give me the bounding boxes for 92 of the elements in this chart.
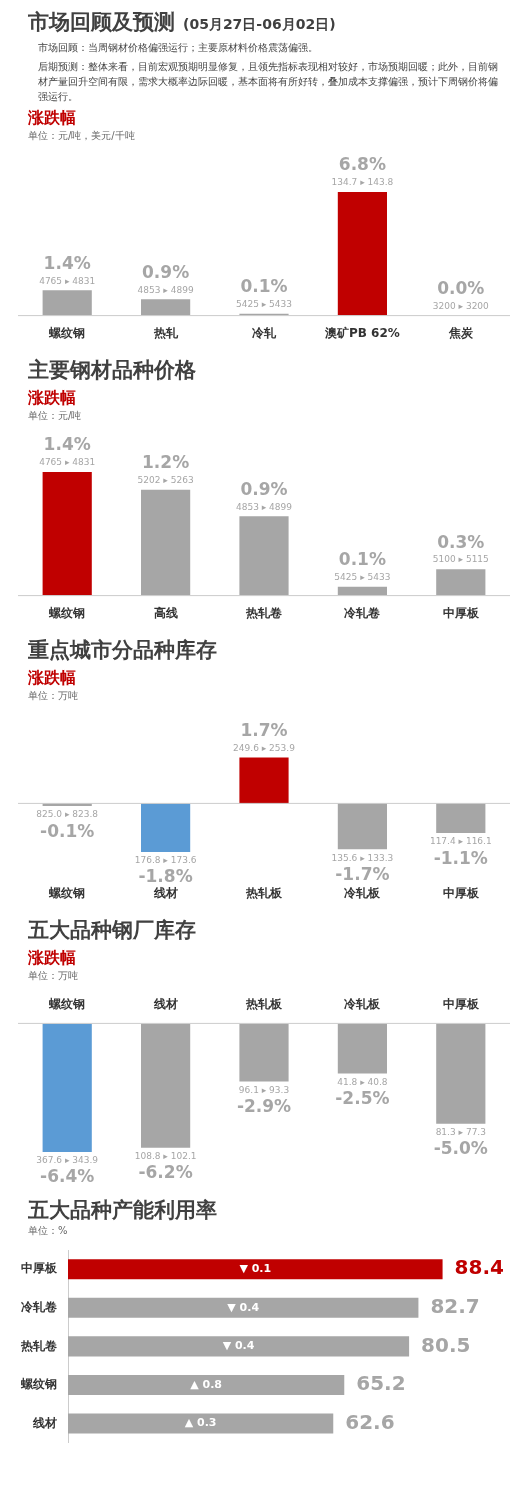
data-label: 0.1% bbox=[338, 549, 386, 570]
x-tick-label: 澳矿PB 62% bbox=[323, 325, 400, 340]
text: 单位：元/吨，美元/千吨 bbox=[28, 129, 136, 143]
annotation: ▼ 0.4 bbox=[227, 1300, 260, 1314]
x-tick-label: 高线 bbox=[153, 605, 178, 620]
annotation: 5425 ▸ 5433 bbox=[235, 299, 293, 310]
data-label: -1.1% bbox=[433, 847, 488, 868]
y-tick-label: 中厚板 bbox=[21, 1261, 58, 1276]
x-tick-label: 热轧卷 bbox=[245, 605, 282, 620]
data-label: -1.8% bbox=[138, 866, 193, 887]
x-tick-label: 线材 bbox=[152, 997, 178, 1012]
x-tick-label: 热轧板 bbox=[245, 997, 283, 1012]
data-label: 6.8% bbox=[338, 154, 386, 175]
text: 单位：元/吨 bbox=[28, 409, 83, 423]
chart-subtitle: (05月27日-06月02日) bbox=[183, 16, 336, 32]
data-label: -0.1% bbox=[40, 820, 95, 841]
text: 单位：% bbox=[28, 1224, 69, 1238]
annotation: 5425 ▸ 5433 bbox=[334, 572, 391, 583]
data-label: 80.5 bbox=[421, 1332, 471, 1357]
annotation: ▲ 0.3 bbox=[184, 1416, 217, 1430]
data-label: 65.2 bbox=[356, 1371, 406, 1396]
data-label: -5.0% bbox=[433, 1138, 488, 1159]
x-tick-label: 线材 bbox=[152, 885, 178, 900]
data-label: 1.4% bbox=[43, 252, 91, 273]
annotation: ▲ 0.8 bbox=[190, 1377, 223, 1391]
x-tick-label: 螺纹钢 bbox=[48, 325, 86, 340]
data-label: -2.9% bbox=[236, 1096, 292, 1117]
x-tick-label: 中厚板 bbox=[442, 605, 480, 620]
data-label: 0.9% bbox=[240, 478, 288, 499]
annotation: 4853 ▸ 4899 bbox=[137, 284, 194, 295]
x-tick-label: 冷轧卷 bbox=[344, 605, 381, 620]
annotation: 4765 ▸ 4831 bbox=[39, 457, 96, 468]
annotation: 825.0 ▸ 823.8 bbox=[36, 809, 99, 820]
data-label: 0.3% bbox=[437, 531, 485, 552]
data-label: -6.2% bbox=[138, 1162, 193, 1183]
x-tick-label: 冷轧板 bbox=[344, 997, 382, 1012]
text: 单位：万吨 bbox=[28, 689, 79, 703]
x-tick-label: 焦炭 bbox=[447, 325, 474, 340]
annotation: 5100 ▸ 5115 bbox=[432, 554, 489, 565]
x-tick-label: 螺纹钢 bbox=[48, 885, 86, 900]
annotation: 108.8 ▸ 102.1 bbox=[134, 1151, 197, 1162]
x-tick-label: 热轧 bbox=[152, 325, 179, 340]
annotation: 117.4 ▸ 116.1 bbox=[429, 836, 492, 847]
y-tick-label: 线材 bbox=[32, 1415, 57, 1430]
data-label: 0.0% bbox=[437, 278, 485, 299]
chart-title: 市场回顾及预测 bbox=[28, 10, 175, 34]
data-label: 88.4 bbox=[454, 1255, 504, 1280]
data-label: 62.6 bbox=[345, 1409, 395, 1434]
annotation: 81.3 ▸ 77.3 bbox=[435, 1127, 486, 1138]
annotation: 4853 ▸ 4899 bbox=[235, 501, 293, 512]
data-label: 0.1% bbox=[240, 276, 288, 297]
x-tick-label: 螺纹钢 bbox=[48, 605, 86, 620]
annotation: 96.1 ▸ 93.3 bbox=[238, 1084, 290, 1095]
x-tick-label: 螺纹钢 bbox=[48, 997, 86, 1012]
annotation: 134.7 ▸ 143.8 bbox=[331, 177, 394, 188]
annotation: 135.6 ▸ 133.3 bbox=[331, 852, 394, 863]
x-tick-label: 中厚板 bbox=[442, 997, 480, 1012]
annotation: 41.8 ▸ 40.8 bbox=[337, 1076, 388, 1087]
x-tick-label: 热轧板 bbox=[245, 885, 283, 900]
annotation: 3200 ▸ 3200 bbox=[432, 300, 490, 311]
chart-title: 重点城市分品种库存 bbox=[28, 638, 217, 662]
data-label: -1.7% bbox=[335, 863, 390, 884]
y-tick-label: 冷轧卷 bbox=[21, 1299, 57, 1314]
annotation: 367.6 ▸ 343.9 bbox=[36, 1155, 99, 1166]
annotation: ▼ 0.1 bbox=[239, 1262, 272, 1276]
y-axis-title: 涨跌幅 bbox=[28, 108, 77, 129]
y-axis-title: 涨跌幅 bbox=[28, 668, 77, 689]
x-tick-label: 冷轧 bbox=[252, 325, 277, 340]
annotation: 4765 ▸ 4831 bbox=[39, 275, 96, 286]
chart-title: 主要钢材品种价格 bbox=[28, 358, 196, 382]
y-axis-title: 涨跌幅 bbox=[28, 388, 77, 409]
data-label: 82.7 bbox=[430, 1294, 480, 1319]
annotation: ▼ 0.4 bbox=[222, 1339, 255, 1353]
annotation: 176.8 ▸ 173.6 bbox=[134, 855, 197, 866]
text: 市场回顾：当周钢材价格偏强运行；主要原材料价格震荡偏强。 bbox=[38, 41, 319, 55]
data-label: -2.5% bbox=[335, 1088, 390, 1109]
text: 单位：万吨 bbox=[28, 969, 79, 983]
x-tick-label: 冷轧板 bbox=[344, 885, 382, 900]
data-label: 1.2% bbox=[142, 452, 190, 473]
data-label: 0.9% bbox=[142, 261, 190, 282]
data-label: -6.4% bbox=[40, 1166, 95, 1187]
chart-title: 五大品种钢厂库存 bbox=[28, 918, 196, 942]
y-tick-label: 热轧卷 bbox=[20, 1338, 57, 1353]
data-label: 1.7% bbox=[240, 719, 288, 740]
annotation: 5202 ▸ 5263 bbox=[137, 475, 194, 486]
x-tick-label: 中厚板 bbox=[442, 885, 480, 900]
annotation: 249.6 ▸ 253.9 bbox=[233, 742, 296, 753]
y-axis-title: 涨跌幅 bbox=[28, 948, 77, 969]
data-label: 1.4% bbox=[43, 434, 91, 455]
text: 后期预测：整体来看，目前宏观预期明显修复，且领先指标表现相对较好，市场预期回暖；此外，目前钢材产量回升空间有限，需求大概率边际回暖，基本面将有所好转，叠加成本支撑偏强，预计下周钢价将偏强运行。 bbox=[38, 60, 499, 104]
chart-title: 五大品种产能利用率 bbox=[28, 1198, 217, 1222]
y-tick-label: 螺纹钢 bbox=[20, 1377, 57, 1392]
